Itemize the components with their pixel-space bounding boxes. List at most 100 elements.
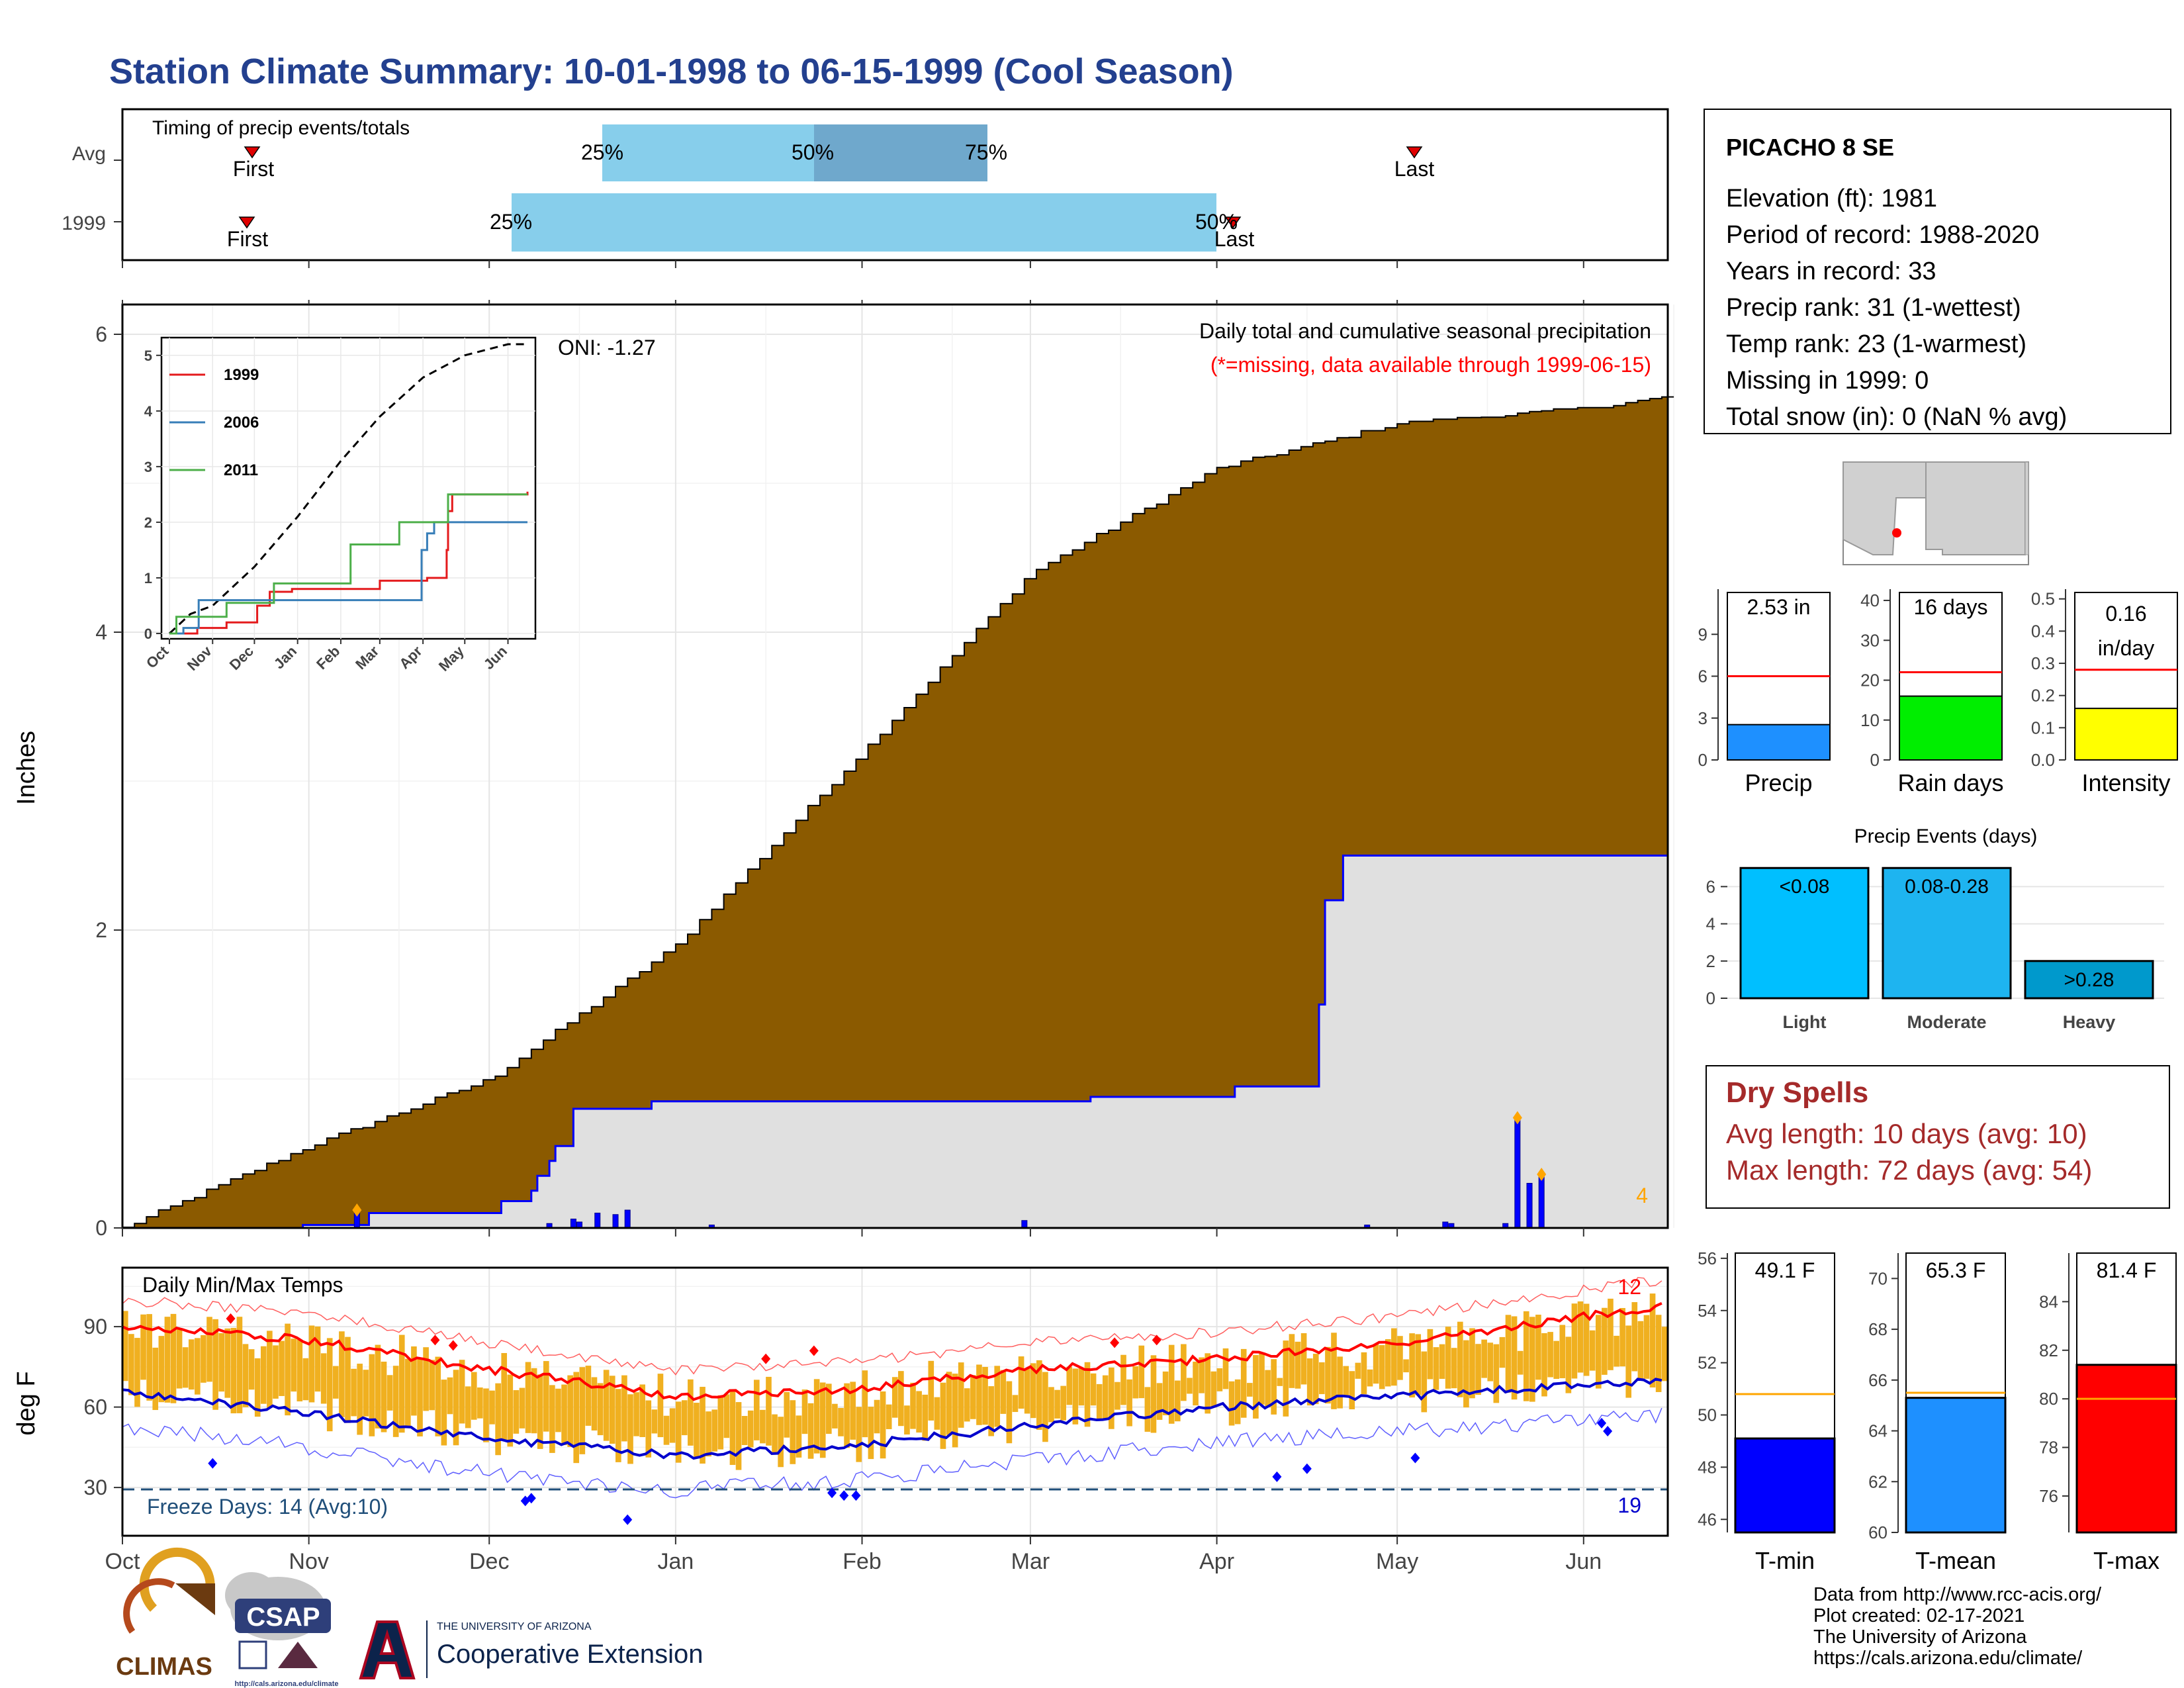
- daily-temp-bar: [1583, 1303, 1590, 1376]
- t-mean-bar: [1905, 1397, 2007, 1534]
- intensity-value-label: 0.16: [2105, 602, 2146, 626]
- daily-temp-bar: [1643, 1315, 1650, 1379]
- temp-summary-tick-label: 50: [1698, 1405, 1717, 1425]
- daily-temp-bar: [1517, 1350, 1524, 1375]
- daily-temp-bar: [405, 1358, 411, 1427]
- csap-logo: CSAP http://cals.arizona.edu/climate: [225, 1572, 339, 1688]
- daily-temp-bar: [1397, 1336, 1403, 1380]
- daily-precip-bar: [1514, 1117, 1521, 1229]
- temp-ylabel: deg F: [13, 1371, 40, 1435]
- events-tick-label: 6: [1706, 876, 1715, 896]
- temp-summary-value-label: 81.4 F: [2097, 1258, 2157, 1282]
- dry-spells-max: Max length: 72 days (avg: 54): [1726, 1154, 2092, 1186]
- precip-event-category-label: Heavy: [2063, 1012, 2116, 1032]
- avg-first-marker-icon: [244, 146, 261, 159]
- daily-temp-bar: [898, 1371, 904, 1427]
- daily-temp-bar: [838, 1407, 844, 1436]
- precip-event-bar: [2024, 960, 2154, 1000]
- daily-temp-bar: [1421, 1351, 1428, 1413]
- daily-temp-bar: [952, 1374, 958, 1448]
- temp-summary-tick-label: 76: [2039, 1486, 2058, 1506]
- intensity-value-bar: [2074, 708, 2178, 761]
- daily-temp-bar: [639, 1384, 645, 1437]
- cumulative-precip-area: [122, 396, 1674, 1229]
- daily-temp-bar: [326, 1338, 333, 1432]
- daily-temp-bar: [1445, 1327, 1451, 1389]
- t-max-bar: [2075, 1364, 2177, 1534]
- daily-temp-bar: [1385, 1339, 1391, 1387]
- daily-temp-bar: [381, 1362, 387, 1432]
- avg-low-line: [122, 1378, 1662, 1460]
- daily-temp-bar: [700, 1387, 705, 1464]
- daily-temp-bar: [573, 1372, 580, 1464]
- daily-temp-bar: [543, 1361, 549, 1432]
- daily-temp-bar: [164, 1317, 171, 1403]
- temp-ytick-label: 60: [83, 1395, 107, 1419]
- record-high-marker-icon: [1110, 1337, 1120, 1348]
- season-precip-area: [122, 851, 1669, 1229]
- daily-temp-bar: [1132, 1366, 1139, 1399]
- daily-temp-bar: [314, 1326, 321, 1392]
- daily-temp-bar: [453, 1370, 459, 1446]
- precip-event-value-label: >0.28: [2064, 969, 2115, 991]
- daily-temp-bar: [1511, 1316, 1518, 1400]
- avg-last-label: Last: [1394, 157, 1435, 181]
- precip-ytick-label: 4: [95, 620, 107, 644]
- t-min-bar: [1734, 1437, 1836, 1534]
- dry-spells-avg: Avg length: 10 days (avg: 10): [1726, 1118, 2087, 1149]
- temp-summary-tick-label: 68: [1868, 1319, 1888, 1339]
- timing-panel: Timing of precip events/totals Avg 1999 …: [62, 108, 1669, 261]
- daily-temp-bar: [982, 1366, 988, 1425]
- daily-temp-bar: [1199, 1357, 1205, 1393]
- station-info-line: Total snow (in): 0 (NaN % avg): [1726, 403, 2067, 431]
- temp-summary-tick-label: 64: [1868, 1421, 1888, 1441]
- timing-row-year: 1999: [62, 212, 106, 234]
- temp-summary-tick-label: 66: [1868, 1370, 1888, 1390]
- temp-summary-tick-label: 46: [1698, 1509, 1717, 1529]
- timing-row-avg: Avg: [72, 143, 106, 165]
- station-info-line: Missing in 1999: 0: [1726, 367, 1929, 395]
- precip-event-category-label: Light: [1783, 1012, 1827, 1032]
- daily-temp-bar: [1138, 1345, 1145, 1399]
- daily-temp-bar: [1300, 1333, 1307, 1385]
- record-low-marker-icon: [839, 1490, 849, 1501]
- daily-temp-bar: [681, 1400, 688, 1436]
- daily-temp-bar: [1247, 1383, 1253, 1397]
- climas-logo-text: CLIMAS: [116, 1653, 212, 1681]
- daily-temp-bar: [1475, 1344, 1481, 1395]
- record-high-marker-icon: [809, 1345, 819, 1356]
- daily-temp-bar: [477, 1387, 483, 1419]
- daily-temp-bar: [260, 1346, 267, 1404]
- temp-ytick-label: 30: [83, 1476, 107, 1499]
- daily-temp-bar: [874, 1399, 880, 1434]
- daily-temp-bar: [459, 1360, 465, 1424]
- inset-year-line: [169, 491, 529, 635]
- daily-temp-bar: [308, 1325, 315, 1403]
- daily-temp-bar: [603, 1370, 610, 1441]
- daily-temp-bar: [1222, 1348, 1229, 1389]
- intensity-tick-label: 0.4: [2031, 621, 2055, 641]
- daily-temp-bar: [922, 1394, 929, 1441]
- daily-temp-bar: [688, 1379, 694, 1446]
- inset-ytick-label: 5: [144, 348, 152, 364]
- daily-temp-bar: [747, 1410, 754, 1448]
- daily-temp-bar: [1271, 1359, 1277, 1415]
- daily-temp-bar: [705, 1411, 711, 1457]
- daily-temp-bar: [525, 1362, 531, 1433]
- year-p25-label: 25%: [490, 210, 532, 234]
- daily-temp-bar: [1048, 1387, 1054, 1423]
- daily-temp-bar: [1529, 1317, 1535, 1402]
- daily-temp-bar: [862, 1370, 868, 1438]
- daily-temp-bar: [195, 1338, 201, 1395]
- daily-temp-bar: [1493, 1344, 1500, 1403]
- year-last-label: Last: [1214, 227, 1255, 251]
- daily-precip-bar: [624, 1209, 631, 1229]
- daily-temp-bar: [1625, 1325, 1632, 1398]
- precip-event-category-label: Moderate: [1907, 1012, 1986, 1032]
- inset-ytick-label: 2: [144, 514, 152, 531]
- daily-temp-bar: [591, 1377, 598, 1431]
- daily-temp-bar: [1457, 1321, 1463, 1397]
- temp-summary-value-label: 49.1 F: [1755, 1258, 1815, 1282]
- record-high-marker-icon: [430, 1335, 440, 1346]
